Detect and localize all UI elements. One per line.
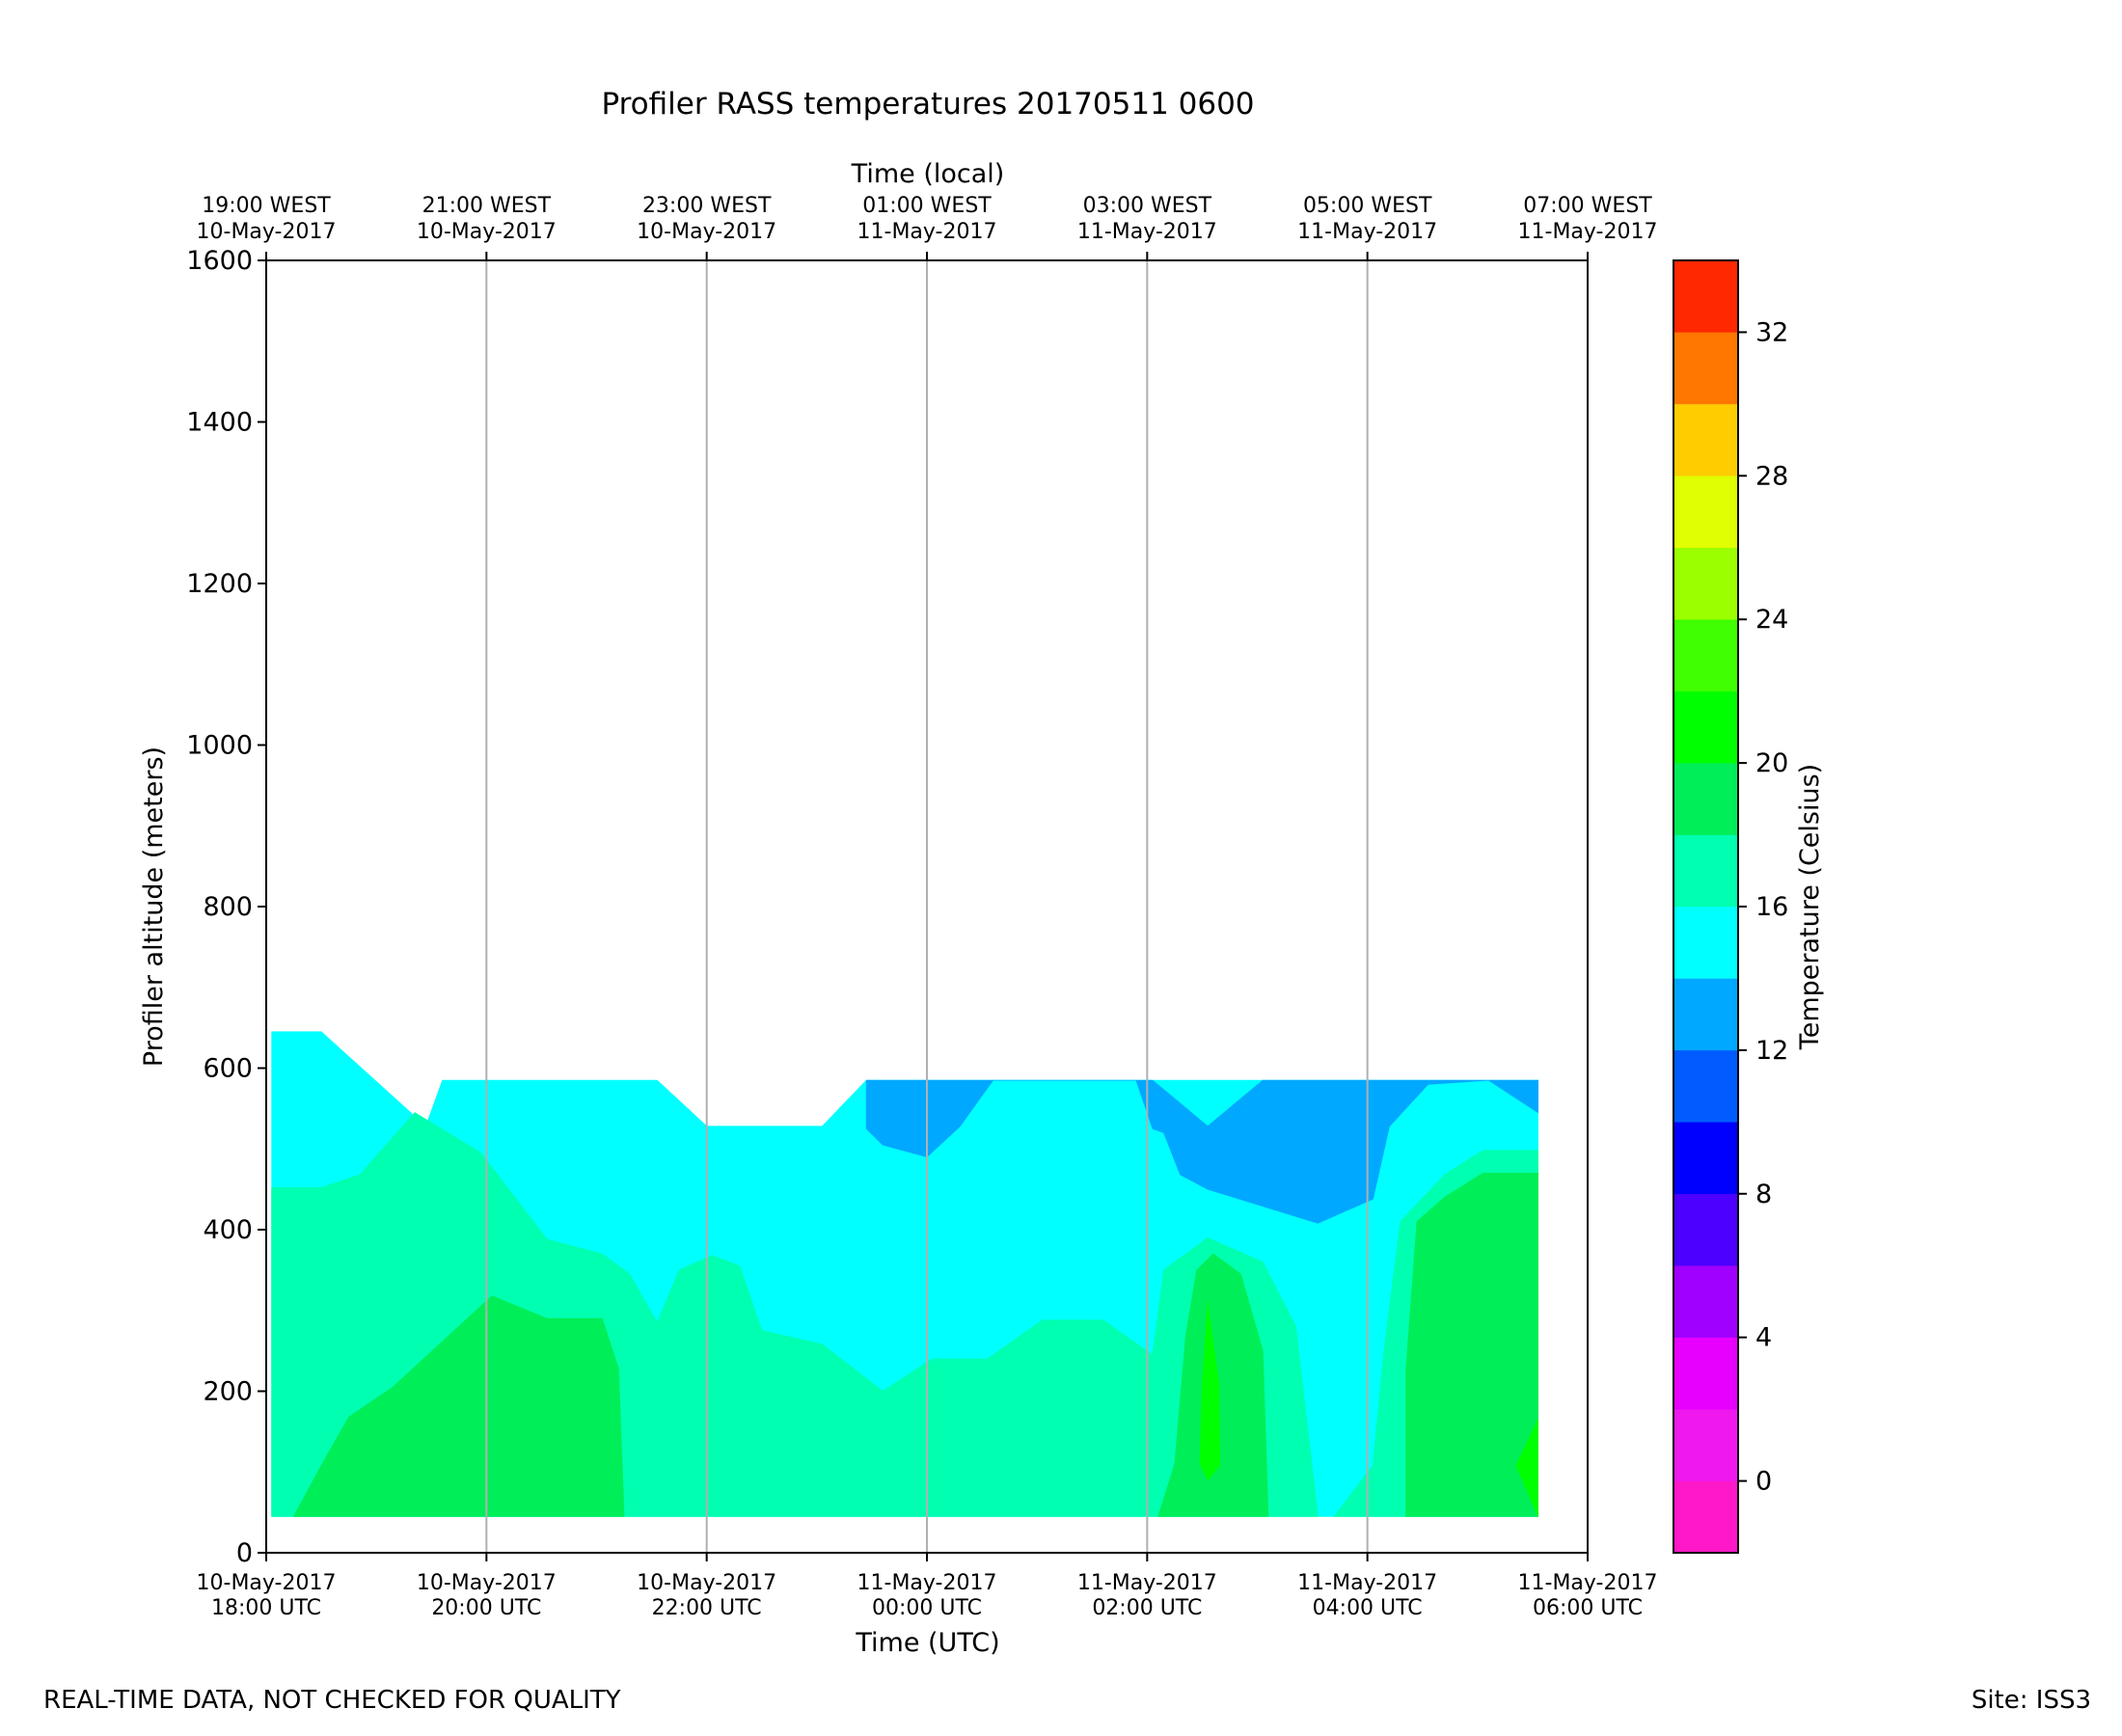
top-tick-label: 23:00 WEST — [642, 194, 772, 218]
top-tick-label: 11-May-2017 — [857, 220, 997, 244]
x-tick-label: 22:00 UTC — [652, 1596, 762, 1620]
top-tick-label: 01:00 WEST — [862, 194, 992, 218]
x-tick-label: 02:00 UTC — [1092, 1596, 1202, 1620]
x-tick-label: 11-May-2017 — [1077, 1571, 1217, 1595]
y-tick-label: 1000 — [186, 731, 253, 761]
x-tick-label: 10-May-2017 — [197, 1571, 337, 1595]
colorbar-band — [1673, 403, 1739, 476]
x-tick-label: 04:00 UTC — [1313, 1596, 1423, 1620]
colorbar-band — [1673, 547, 1739, 620]
x-tick-label: 10-May-2017 — [637, 1571, 776, 1595]
colorbar-band — [1673, 1193, 1739, 1266]
x-tick-label: 11-May-2017 — [1518, 1571, 1658, 1595]
colorbar-tick-label: 4 — [1755, 1323, 1772, 1353]
top-tick-label: 07:00 WEST — [1523, 194, 1652, 218]
colorbar-band — [1673, 762, 1739, 835]
site-label: Site: ISS3 — [1971, 1686, 2091, 1715]
y-tick-label: 1200 — [186, 569, 253, 599]
top-tick-label: 03:00 WEST — [1083, 194, 1212, 218]
colorbar-tick-label: 20 — [1755, 748, 1788, 778]
colorbar-band — [1673, 1049, 1739, 1123]
top-tick-label: 10-May-2017 — [197, 220, 337, 244]
top-tick-label: 11-May-2017 — [1518, 220, 1658, 244]
colorbar-band — [1673, 978, 1739, 1051]
y-tick-label: 200 — [203, 1377, 253, 1407]
y-tick-label: 600 — [203, 1054, 253, 1084]
y-tick-label: 0 — [236, 1538, 253, 1568]
contour-region — [292, 1295, 625, 1517]
colorbar-band — [1673, 1408, 1739, 1481]
x-tick-label: 06:00 UTC — [1533, 1596, 1643, 1620]
colorbar-tick-label: 0 — [1755, 1467, 1772, 1497]
chart-title: Profiler RASS temperatures 20170511 0600 — [601, 87, 1254, 122]
colorbar-tick-label: 28 — [1755, 461, 1788, 491]
x-tick-label: 10-May-2017 — [417, 1571, 557, 1595]
top-tick-label: 19:00 WEST — [202, 194, 331, 218]
colorbar-band — [1673, 691, 1739, 764]
colorbar-band — [1673, 475, 1739, 549]
x-axis-label: Time (UTC) — [855, 1628, 999, 1658]
x-tick-label: 11-May-2017 — [857, 1571, 997, 1595]
x-tick-label: 20:00 UTC — [431, 1596, 541, 1620]
colorbar-tick-label: 32 — [1755, 317, 1788, 347]
top-tick-label: 05:00 WEST — [1303, 194, 1432, 218]
colorbar-tick-label: 8 — [1755, 1180, 1772, 1209]
y-tick-label: 1400 — [186, 408, 253, 438]
y-tick-label: 1600 — [186, 246, 253, 276]
x-tick-label: 11-May-2017 — [1297, 1571, 1437, 1595]
colorbar-band — [1673, 332, 1739, 405]
colorbar-band — [1673, 834, 1739, 908]
top-tick-label: 11-May-2017 — [1077, 220, 1217, 244]
y-tick-label: 800 — [203, 892, 253, 922]
colorbar-band — [1673, 618, 1739, 692]
quality-disclaimer: REAL-TIME DATA, NOT CHECKED FOR QUALITY — [43, 1686, 621, 1715]
y-tick-label: 400 — [203, 1215, 253, 1245]
y-axis-label: Profiler altitude (meters) — [139, 746, 169, 1067]
top-tick-label: 21:00 WEST — [422, 194, 552, 218]
contour-region — [1199, 1302, 1221, 1481]
colorbar-tick-label: 24 — [1755, 605, 1788, 635]
colorbar-band — [1673, 1264, 1739, 1338]
top-tick-label: 10-May-2017 — [417, 220, 557, 244]
colorbar-band — [1673, 1480, 1739, 1554]
colorbar-tick-label: 16 — [1755, 892, 1788, 922]
colorbar-band — [1673, 906, 1739, 979]
colorbar-band — [1673, 1337, 1739, 1410]
top-tick-label: 10-May-2017 — [637, 220, 776, 244]
top-axis-label: Time (local) — [851, 159, 1005, 189]
colorbar-tick-label: 12 — [1755, 1036, 1788, 1066]
colorbar-label: Temperature (Celsius) — [1795, 764, 1825, 1050]
colorbar-band — [1673, 1122, 1739, 1195]
colorbar-band — [1673, 259, 1739, 333]
contour-region — [865, 1079, 1538, 1224]
x-tick-label: 00:00 UTC — [872, 1596, 982, 1620]
x-tick-label: 18:00 UTC — [211, 1596, 321, 1620]
top-tick-label: 11-May-2017 — [1297, 220, 1437, 244]
contour-region — [1515, 1419, 1538, 1517]
